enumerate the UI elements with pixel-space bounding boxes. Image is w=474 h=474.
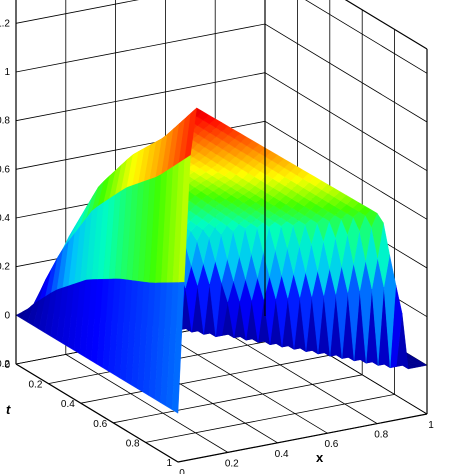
z-tick-label: 0.8 bbox=[0, 116, 10, 127]
t-tick-label: 0.4 bbox=[61, 399, 75, 410]
x-tick-label: 0 bbox=[179, 468, 185, 474]
x-tick-label: 1 bbox=[428, 420, 434, 431]
x-tick-label: 0.4 bbox=[275, 449, 289, 460]
floor-grid-line bbox=[113, 374, 363, 424]
box-edge bbox=[177, 413, 428, 463]
tick-layer: -0.200.20.40.60.811.200.20.40.60.8100.20… bbox=[0, 18, 434, 474]
t-tick-label: 0.8 bbox=[126, 438, 140, 449]
x-tick-label: 0.2 bbox=[225, 458, 239, 469]
floor-grid-line bbox=[145, 394, 395, 443]
box-edge bbox=[15, 363, 179, 463]
back-wall-grid-line bbox=[15, 0, 428, 74]
t-tick-label: 0.6 bbox=[93, 419, 107, 430]
floor-grid-line bbox=[165, 334, 328, 434]
t-tick-label: 0.2 bbox=[28, 380, 42, 391]
x-tick-label: 0.8 bbox=[374, 430, 388, 441]
surface-layer bbox=[15, 107, 428, 414]
floor-grid-line bbox=[65, 354, 229, 453]
x-axis-title: x bbox=[316, 450, 324, 465]
box-layer bbox=[15, 0, 428, 463]
back-wall-grid-line bbox=[15, 23, 428, 123]
floor-grid-line bbox=[80, 354, 330, 404]
x-tick-label: 0.6 bbox=[324, 439, 338, 450]
z-tick-label: 0.4 bbox=[0, 213, 10, 224]
z-tick-label: -0.2 bbox=[0, 359, 10, 370]
t-tick-label: 0 bbox=[4, 360, 10, 371]
surface-patch bbox=[171, 282, 185, 414]
z-tick-label: 1.2 bbox=[0, 18, 10, 29]
floor-grid-line bbox=[214, 325, 378, 424]
t-tick-label: 1 bbox=[166, 458, 172, 469]
z-tick-label: 0.2 bbox=[0, 262, 10, 273]
box-edge bbox=[344, 0, 428, 50]
t-axis-title: t bbox=[6, 402, 11, 417]
z-tick-label: 0.6 bbox=[0, 164, 10, 175]
z-tick-label: 0 bbox=[4, 310, 10, 321]
z-tick-label: 1 bbox=[4, 67, 10, 78]
